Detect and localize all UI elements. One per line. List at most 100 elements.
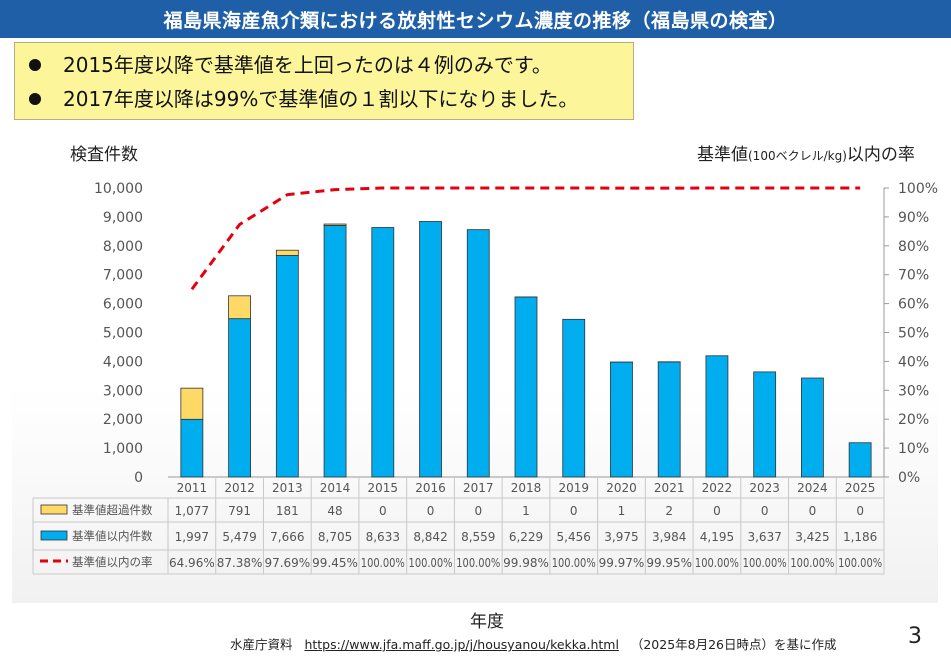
y2-tick-label: 30% xyxy=(898,383,929,399)
data-label: 1,077 xyxy=(175,504,209,518)
right-axis-title: 基準値(100ベクレル/kg)以内の率 xyxy=(697,140,915,165)
left-axis-title: 検査件数 xyxy=(70,145,138,165)
data-label: 3,984 xyxy=(652,530,686,544)
legend-key-within xyxy=(40,530,68,541)
data-label: 99.97% xyxy=(599,556,645,570)
slide-title-text: 福島県海産魚介類における放射性セシウム濃度の推移（福島県の検査） xyxy=(163,9,788,32)
y-tick-label: 6,000 xyxy=(103,297,143,313)
x-tick-label: 2012 xyxy=(224,481,255,495)
data-label: 791 xyxy=(228,504,251,518)
bar-within xyxy=(514,296,538,478)
bar-within xyxy=(228,318,252,478)
y2-tick-label: 90% xyxy=(898,210,929,226)
data-label: 0 xyxy=(474,504,482,518)
bar-within xyxy=(275,255,299,478)
data-label: 99.98% xyxy=(503,556,549,570)
bar-over xyxy=(323,223,347,226)
y-tick-label: 3,000 xyxy=(103,383,143,399)
x-tick-label: 2015 xyxy=(368,481,399,495)
legend-key-over xyxy=(40,504,68,515)
y2-tick-label: 40% xyxy=(898,354,929,370)
bullet-icon xyxy=(29,59,41,71)
bar-within xyxy=(180,418,204,478)
x-tick-label: 2021 xyxy=(654,481,685,495)
key-point: 2015年度以降で基準値を上回ったのは４例のみです。 xyxy=(29,48,621,82)
legend-label: 基準値以内の率 xyxy=(72,555,153,569)
data-label: 100.00% xyxy=(790,556,834,570)
data-label: 64.96% xyxy=(169,556,215,570)
bar-over xyxy=(275,249,299,256)
data-label: 0 xyxy=(570,504,578,518)
data-label: 100.00% xyxy=(552,556,596,570)
source-suffix: （2025年8月26日時点）を基に作成 xyxy=(630,637,837,652)
bar-within xyxy=(705,355,729,478)
y2-tick-label: 100% xyxy=(898,181,938,197)
data-label: 99.95% xyxy=(646,556,692,570)
data-label: 0 xyxy=(809,504,817,518)
data-label: 1,186 xyxy=(843,530,877,544)
y2-tick-label: 50% xyxy=(898,326,929,342)
data-label: 181 xyxy=(276,504,299,518)
source-prefix: 水産庁資料 xyxy=(230,637,293,652)
x-tick-label: 2016 xyxy=(415,481,446,495)
source-link[interactable]: https://www.jfa.maff.go.jp/j/housyanou/k… xyxy=(304,637,619,652)
x-tick-label: 2024 xyxy=(797,481,828,495)
y2-tick-label: 0% xyxy=(898,470,920,486)
y-tick-label: 0 xyxy=(134,470,143,486)
bar-over xyxy=(228,295,252,320)
data-label: 1 xyxy=(618,504,626,518)
bar-within xyxy=(848,442,872,478)
data-label: 0 xyxy=(761,504,769,518)
data-label: 99.45% xyxy=(312,556,358,570)
x-tick-label: 2019 xyxy=(558,481,589,495)
bar-within xyxy=(562,318,586,478)
slide-title: 福島県海産魚介類における放射性セシウム濃度の推移（福島県の検査） xyxy=(0,0,951,38)
x-tick-label: 2025 xyxy=(845,481,876,495)
bar-over xyxy=(180,387,204,420)
data-table: 2011 2012 2013 2014 2015 2016 2017 2018 2019 2020… xyxy=(32,477,885,575)
data-label: 8,842 xyxy=(413,530,447,544)
y2-tick-label: 80% xyxy=(898,239,929,255)
right-axis-title-tail: 以内の率 xyxy=(846,145,915,165)
x-tick-label: 2013 xyxy=(272,481,303,495)
source-note: 水産庁資料 https://www.jfa.maff.go.jp/j/housy… xyxy=(230,634,837,653)
y-tick-label: 2,000 xyxy=(103,412,143,428)
y-tick-label: 10,000 xyxy=(94,181,143,197)
y2-tick-label: 20% xyxy=(898,412,929,428)
data-label: 4,195 xyxy=(700,530,734,544)
y-tick-label: 9,000 xyxy=(103,210,143,226)
data-label: 0 xyxy=(713,504,721,518)
bar-within xyxy=(466,229,490,478)
data-label: 7,666 xyxy=(270,530,304,544)
data-label: 100.00% xyxy=(695,556,739,570)
data-label: 100.00% xyxy=(743,556,787,570)
data-label: 0 xyxy=(427,504,435,518)
data-label: 8,633 xyxy=(366,530,400,544)
data-label: 3,425 xyxy=(795,530,829,544)
bar-within xyxy=(610,361,633,478)
bar-within xyxy=(801,377,824,478)
legend-label: 基準値超過件数 xyxy=(72,503,153,517)
y2-tick-label: 60% xyxy=(898,297,929,313)
y2-tick-label: 10% xyxy=(898,441,929,457)
axes: 0 1,000 2,000 3,000 4,000 5,000 6,000 7,000 8,00… xyxy=(94,181,938,486)
bar-within xyxy=(753,371,777,478)
data-label: 0 xyxy=(379,504,387,518)
data-label: 97.69% xyxy=(264,556,310,570)
data-label: 1,997 xyxy=(175,530,209,544)
bar-within xyxy=(419,221,442,478)
legend-label: 基準値以内件数 xyxy=(72,529,153,543)
key-point-text: 2017年度以降は99%で基準値の１割以下になりました。 xyxy=(63,87,579,111)
key-point: 2017年度以降は99%で基準値の１割以下になりました。 xyxy=(29,82,621,116)
bullet-icon xyxy=(29,93,41,105)
x-tick-label: 2022 xyxy=(702,481,733,495)
data-label: 100.00% xyxy=(409,556,453,570)
data-label: 100.00% xyxy=(838,556,882,570)
bar-within xyxy=(371,227,395,478)
x-tick-label: 2011 xyxy=(177,481,208,495)
bars xyxy=(180,221,872,478)
y-tick-label: 1,000 xyxy=(103,441,143,457)
right-axis-title-main: 基準値 xyxy=(697,145,748,165)
rate-line xyxy=(190,186,861,291)
data-label: 0 xyxy=(856,504,864,518)
